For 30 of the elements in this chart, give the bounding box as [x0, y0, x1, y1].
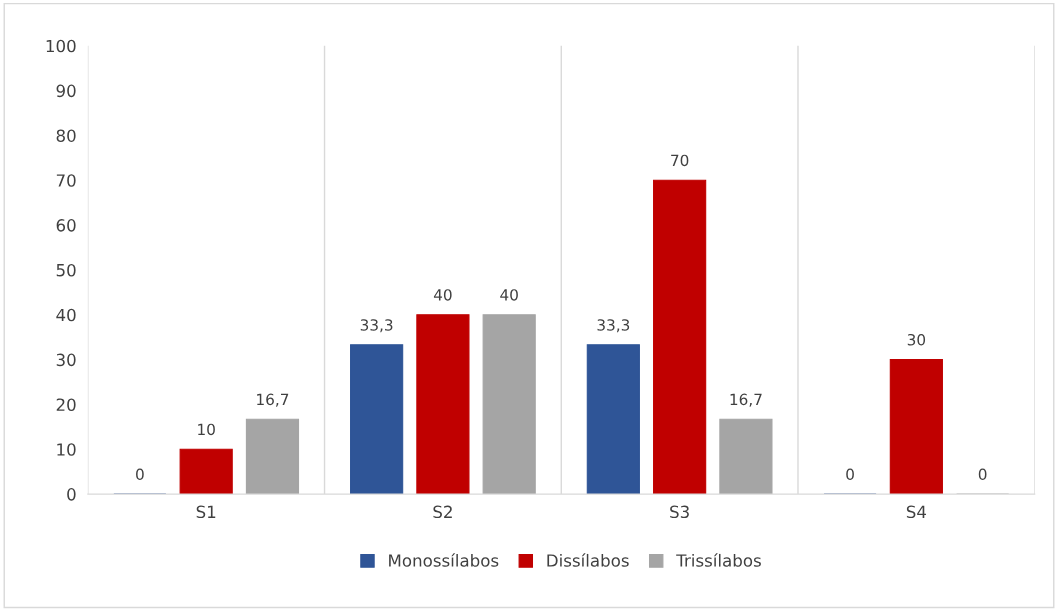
y-tick-label: 90	[56, 84, 76, 98]
y-tick-label: 20	[56, 398, 76, 411]
y-tick-label: 30	[56, 353, 76, 367]
y-tick-label: 100	[46, 39, 76, 53]
data-label: 0	[136, 468, 144, 481]
data-label: 0	[978, 468, 987, 481]
x-tick-label: S2	[433, 505, 452, 519]
y-tick-label: 80	[56, 129, 76, 142]
data-label: 10	[198, 423, 215, 436]
data-label: 33,3	[597, 319, 630, 333]
data-label: 16,7	[257, 393, 289, 407]
y-tick-label: 40	[56, 308, 76, 322]
data-label: 40	[433, 289, 452, 301]
legend-label: Monossílabos	[389, 553, 499, 567]
y-tick-label: 50	[56, 263, 76, 277]
data-label: 0	[846, 468, 854, 481]
y-tick-label: 60	[56, 219, 76, 232]
y-tick-label: 70	[56, 174, 76, 187]
data-label: 30	[907, 333, 926, 346]
y-tick-label: 0	[67, 488, 76, 501]
data-label: 33,3	[360, 319, 393, 333]
data-label: 16,7	[730, 393, 762, 407]
data-label: 40	[500, 289, 518, 301]
x-tick-label: S1	[196, 505, 216, 519]
x-tick-label: S4	[906, 505, 927, 519]
legend-label: Trissílabos	[676, 553, 761, 567]
y-tick-label: 10	[57, 443, 76, 456]
legend-label: Dissílabos	[547, 553, 629, 567]
x-tick-label: S3	[670, 505, 689, 519]
data-label: 70	[671, 154, 689, 167]
